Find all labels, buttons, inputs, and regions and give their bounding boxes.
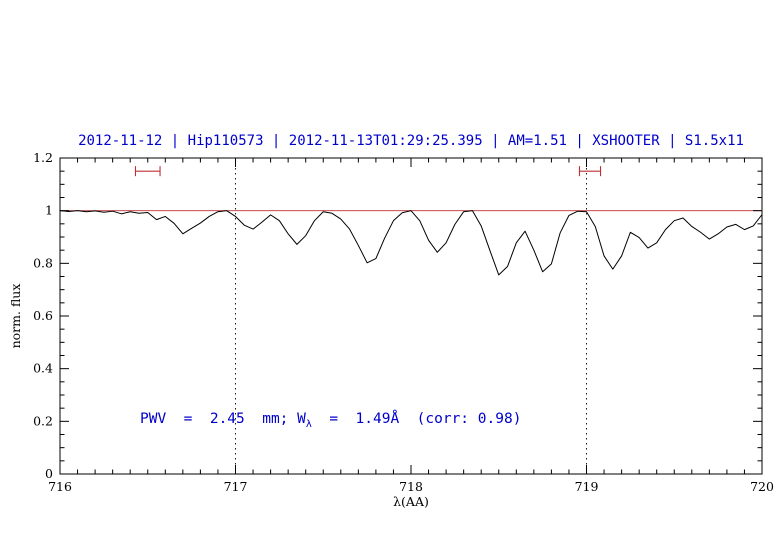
pwv-annotation-prefix: PWV = 2.45 mm; W xyxy=(140,411,306,427)
y-tick-label: 1 xyxy=(45,203,53,218)
x-tick-label: 718 xyxy=(399,479,423,494)
y-tick-label: 1.2 xyxy=(33,150,53,165)
x-tick-label: 716 xyxy=(48,479,72,494)
y-tick-label: 0.4 xyxy=(33,361,53,376)
y-tick-label: 0.6 xyxy=(33,308,53,323)
plot-title: 2012-11-12 | Hip110573 | 2012-11-13T01:2… xyxy=(78,133,744,149)
y-axis-label: norm. flux xyxy=(8,283,23,349)
y-tick-label: 0.8 xyxy=(33,255,53,270)
pwv-annotation: PWV = 2.45 mm; Wλ = 1.49Å (corr: 0.98) xyxy=(140,411,521,430)
pwv-annotation-suffix: = 1.49Å (corr: 0.98) xyxy=(311,411,522,427)
spectrum-line xyxy=(59,210,763,276)
x-tick-label: 720 xyxy=(750,479,774,494)
y-tick-label: 0 xyxy=(45,466,53,481)
x-tick-label: 717 xyxy=(224,479,248,494)
pwv-annotation-subscript: λ xyxy=(305,418,312,430)
x-axis-label: λ(AA) xyxy=(393,494,429,509)
x-tick-label: 719 xyxy=(575,479,599,494)
y-tick-label: 0.2 xyxy=(33,413,53,428)
